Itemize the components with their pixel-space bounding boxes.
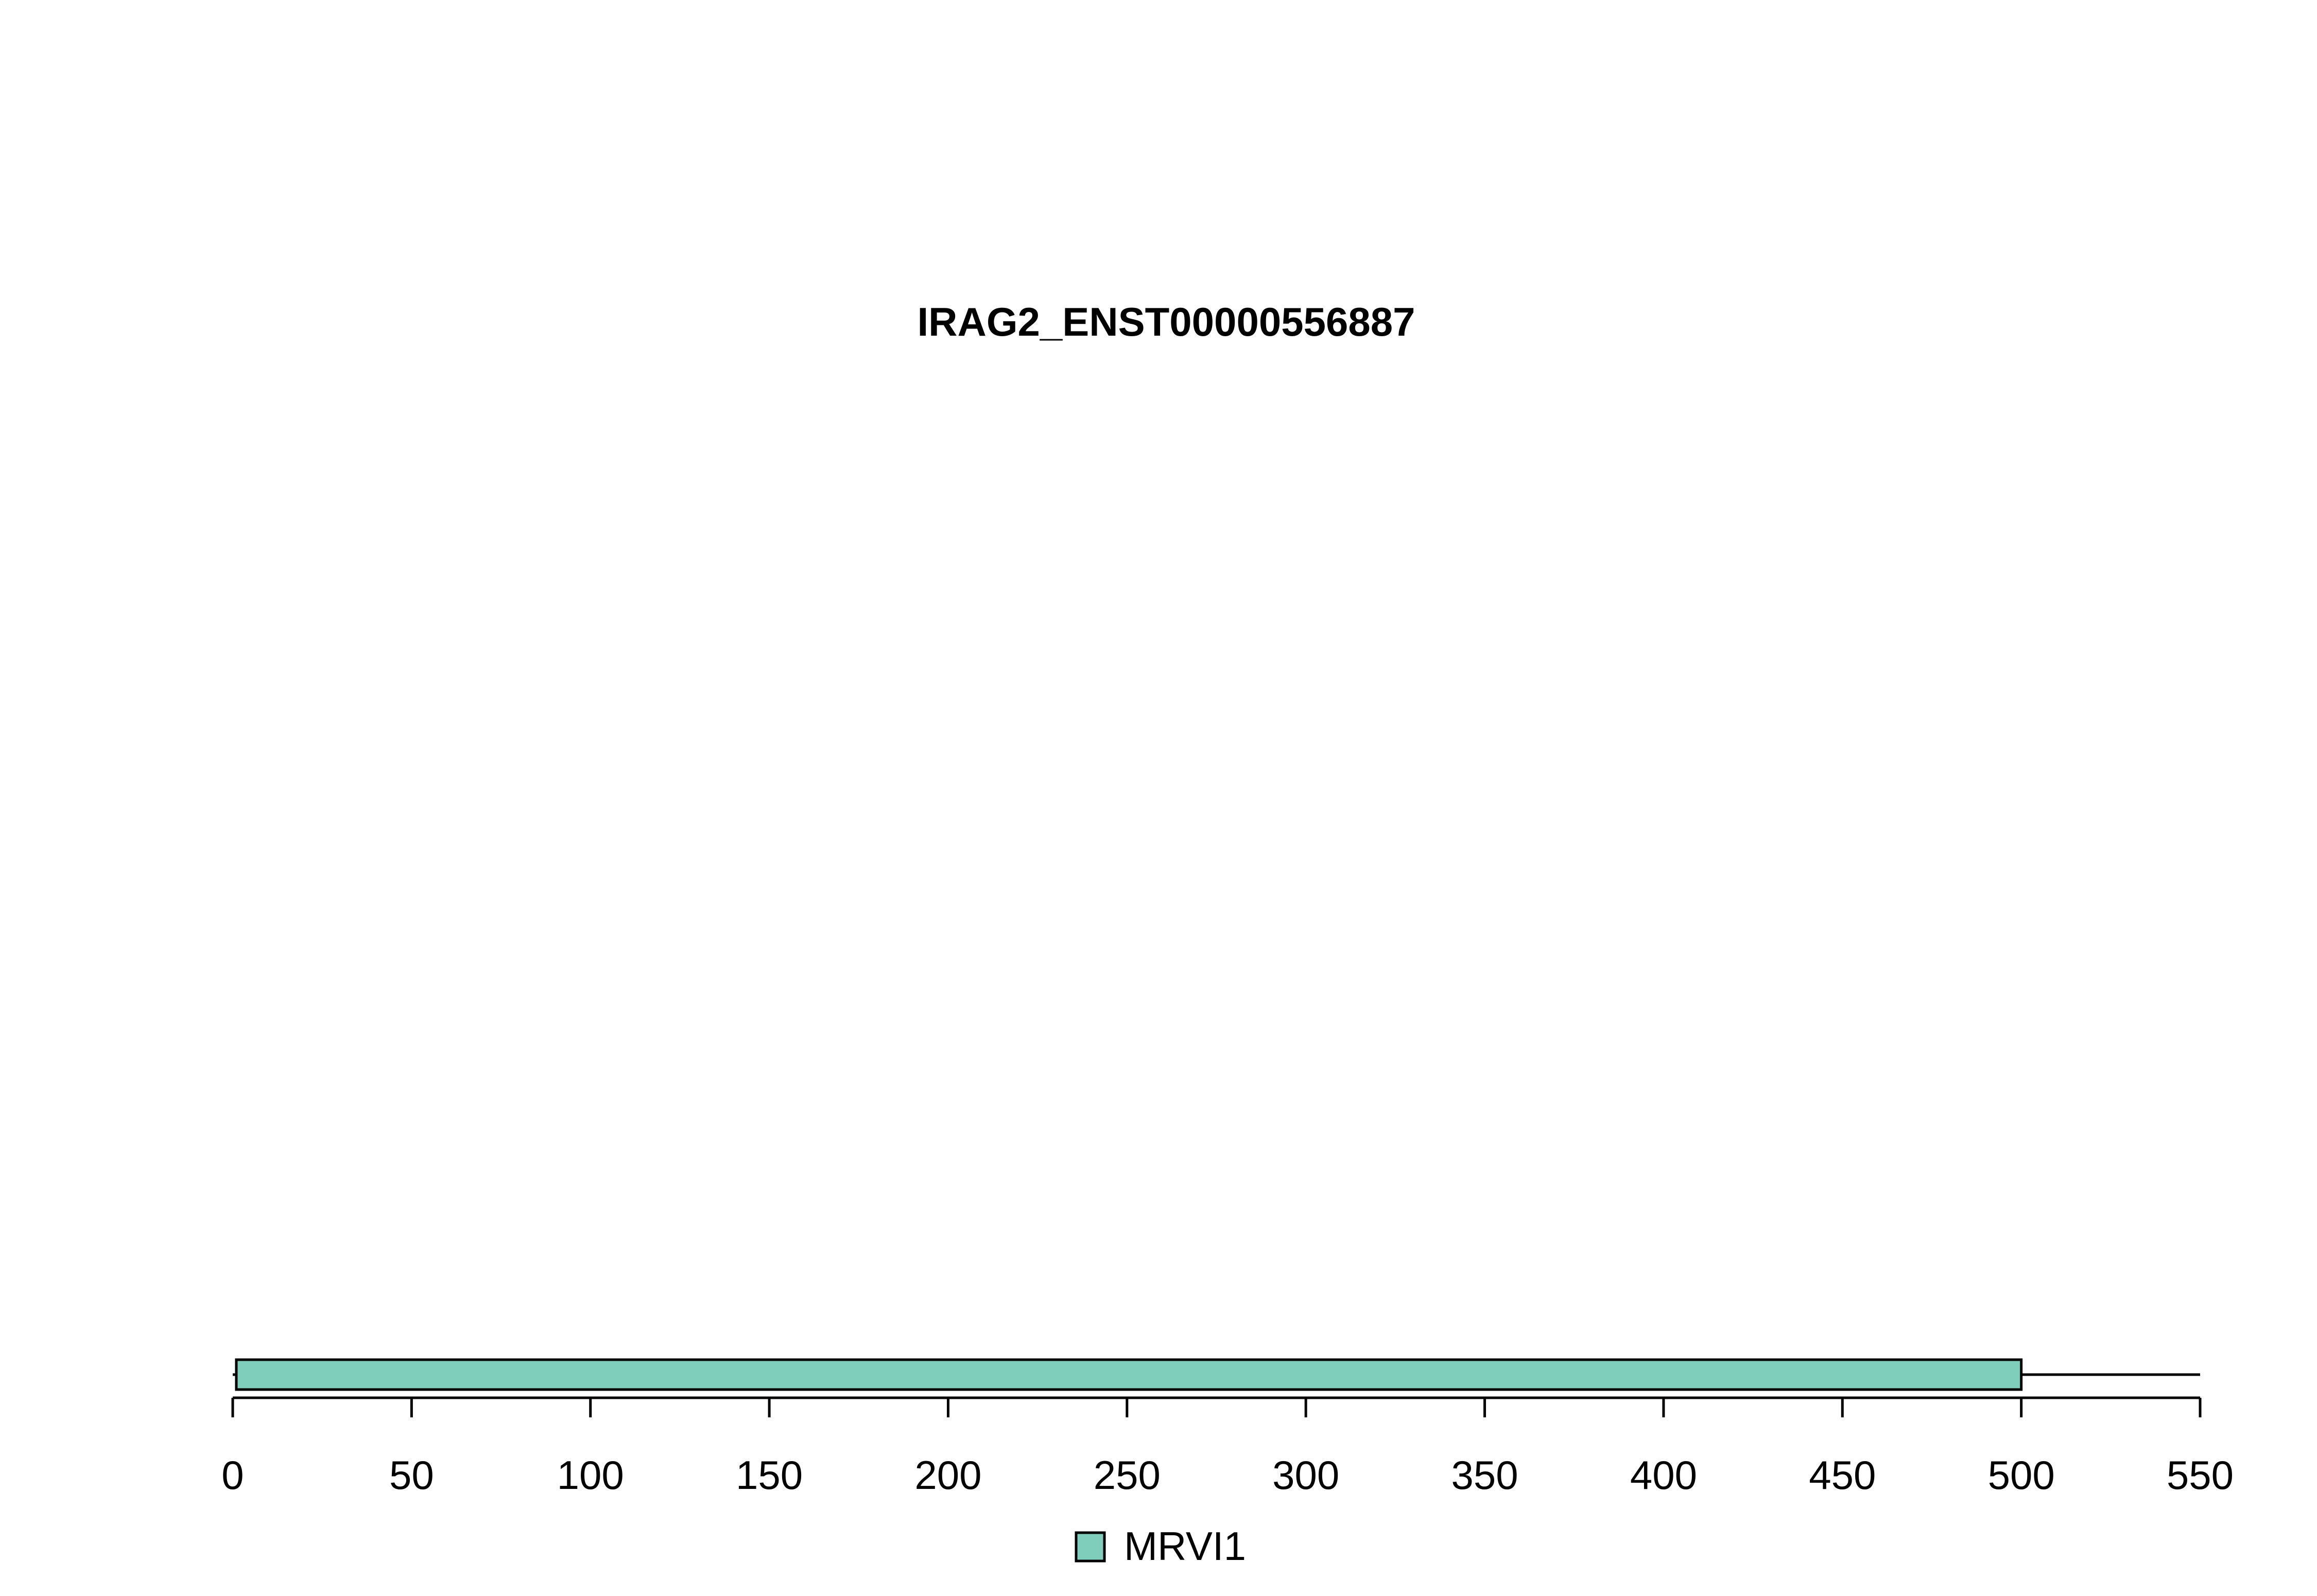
x-tick-label: 550 <box>2167 1452 2234 1498</box>
x-tick-label: 400 <box>1630 1452 1697 1498</box>
legend-swatch-mrvi1 <box>1075 1531 1106 1563</box>
x-tick-label: 100 <box>557 1452 624 1498</box>
chart-title: IRAG2_ENST00000556887 <box>918 299 1415 344</box>
plot-area <box>233 1358 2200 1391</box>
domain-bar-mrvi1 <box>235 1358 2023 1391</box>
x-tick-label: 50 <box>389 1452 434 1498</box>
legend: MRVI1 <box>1075 1523 1246 1569</box>
x-tick-label: 350 <box>1451 1452 1518 1498</box>
x-tick-label: 450 <box>1809 1452 1876 1498</box>
x-tick-label: 0 <box>221 1452 244 1498</box>
x-axis: 0 50 100 150 200 250 300 350 400 450 500 550 <box>221 1396 2234 1498</box>
x-tick-label: 300 <box>1272 1452 1339 1498</box>
x-tick-label: 500 <box>1988 1452 2055 1498</box>
x-tick-label: 250 <box>1094 1452 1161 1498</box>
x-tick-label: 150 <box>736 1452 803 1498</box>
x-tick-label: 200 <box>914 1452 981 1498</box>
legend-label-mrvi1: MRVI1 <box>1124 1523 1246 1569</box>
